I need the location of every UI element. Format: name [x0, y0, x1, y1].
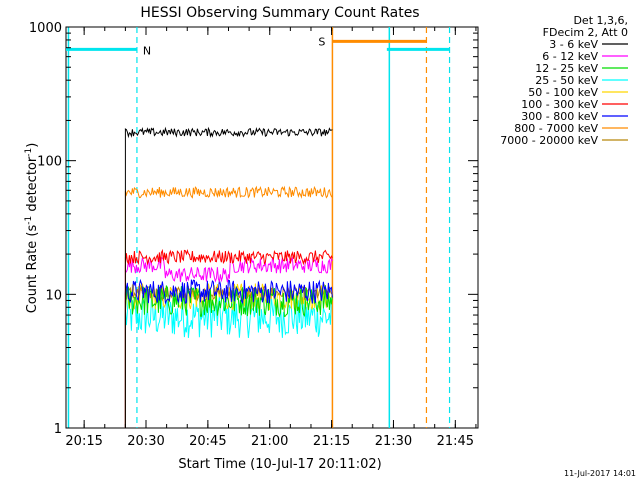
chart-title: HESSI Observing Summary Count Rates — [140, 5, 419, 21]
series-line — [124, 248, 333, 428]
series-line — [124, 126, 333, 428]
legend-entry-label: 6 - 12 keV — [542, 50, 598, 63]
axes: 20:15 20:30 20:45 21:00 21:15 21:30 21:45 1 10 10… — [29, 21, 478, 449]
x-tick-label: 21:15 — [313, 434, 350, 449]
x-tick-label: 20:30 — [127, 434, 164, 449]
x-tick-label: 21:45 — [437, 434, 474, 449]
series-line — [124, 256, 333, 428]
y-tick-label: 1000 — [29, 21, 62, 36]
y-tick-label: 100 — [37, 155, 62, 170]
series-line — [124, 285, 333, 428]
series-lines — [124, 126, 333, 428]
legend-entry-label: 25 - 50 keV — [535, 74, 598, 87]
series-line — [124, 295, 333, 428]
legend-entry-label: 3 - 6 keV — [549, 38, 598, 51]
legend-entry-label: 50 - 100 keV — [528, 86, 598, 99]
legend-entry-label: 7000 - 20000 keV — [500, 134, 598, 147]
legend-entry-label: 300 - 800 keV — [521, 110, 598, 123]
x-tick-label: 21:30 — [375, 434, 412, 449]
legend-entry-label: 100 - 300 keV — [521, 98, 598, 111]
x-tick-label: 21:00 — [251, 434, 288, 449]
series-line — [124, 185, 333, 428]
legend-header: Det 1,3,6, — [573, 14, 628, 27]
saa-label: S — [318, 35, 325, 48]
x-tick-label: 20:45 — [189, 434, 226, 449]
y-axis-label: Count Rate (s-1 detector-1) — [24, 143, 40, 314]
footer-date: 11-Jul-2017 14:01 — [564, 469, 636, 478]
legend-entry-label: 12 - 25 keV — [535, 62, 598, 75]
plot-frame — [65, 26, 479, 429]
x-axis-label: Start Time (10-Jul-17 20:11:02) — [178, 457, 381, 472]
night-label: N — [143, 44, 151, 57]
legend-entry-label: 800 - 7000 keV — [514, 122, 598, 135]
y-tick-label: 1 — [54, 422, 62, 437]
y-tick-label: 10 — [45, 288, 62, 303]
series-line — [124, 278, 333, 428]
legend-header: FDecim 2, Att 0 — [543, 26, 628, 39]
x-tick-label: 20:15 — [65, 434, 102, 449]
observing-annotations: NS — [66, 27, 451, 428]
